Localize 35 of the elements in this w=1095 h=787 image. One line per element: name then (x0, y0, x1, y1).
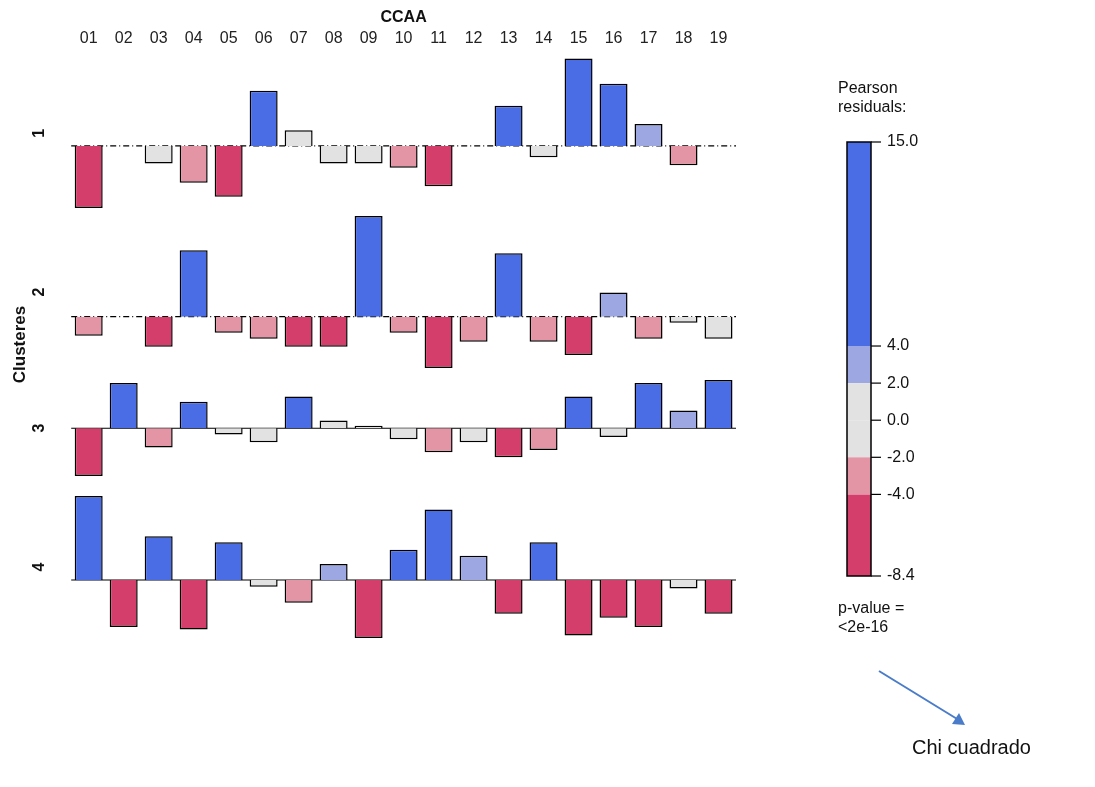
color-bar-label: -2.0 (887, 447, 915, 465)
x-tick-label: 02 (114, 29, 133, 47)
x-tick-label: 06 (254, 29, 273, 47)
x-tick-label: 04 (184, 29, 203, 47)
color-bar-label: -8.4 (887, 566, 915, 584)
x-tick-label: 19 (709, 29, 728, 47)
color-bar-label: -4.0 (887, 484, 915, 502)
x-tick-label: 18 (674, 29, 693, 47)
text: p-value = <2e-16 (838, 598, 906, 636)
x-tick-label: 12 (464, 29, 483, 47)
y-axis-title: 2 (30, 287, 48, 297)
x-tick-label: 11 (430, 29, 447, 47)
text: Clusteres (10, 305, 30, 384)
color-bar-title: Pearson residuals: (838, 78, 908, 116)
x-tick-label: 14 (534, 29, 553, 47)
x-tick-label: 05 (219, 29, 238, 47)
text: Chi cuadrado (912, 736, 1031, 758)
color-bar-label: 0.0 (887, 410, 910, 428)
x-tick-label: 15 (569, 29, 588, 47)
x-tick-label: 09 (359, 29, 378, 47)
color-bar-label: 4.0 (887, 336, 910, 354)
x-axis-title: CCAA (380, 8, 428, 26)
x-tick-label: 13 (499, 29, 518, 47)
color-bar-label: 15.0 (887, 132, 919, 150)
x-tick-label: 17 (639, 29, 658, 47)
x-tick-label: 03 (149, 29, 168, 47)
color-bar-label: 2.0 (887, 373, 910, 391)
y-axis-title: 4 (30, 562, 48, 572)
x-tick-label: 08 (324, 29, 343, 47)
x-tick-label: 10 (394, 29, 413, 47)
x-tick-label: 07 (289, 29, 308, 47)
y-axis-title: 3 (30, 423, 48, 433)
y-axis-title: 1 (30, 128, 48, 138)
x-tick-label: 16 (604, 29, 623, 47)
x-tick-label: 01 (79, 29, 98, 47)
